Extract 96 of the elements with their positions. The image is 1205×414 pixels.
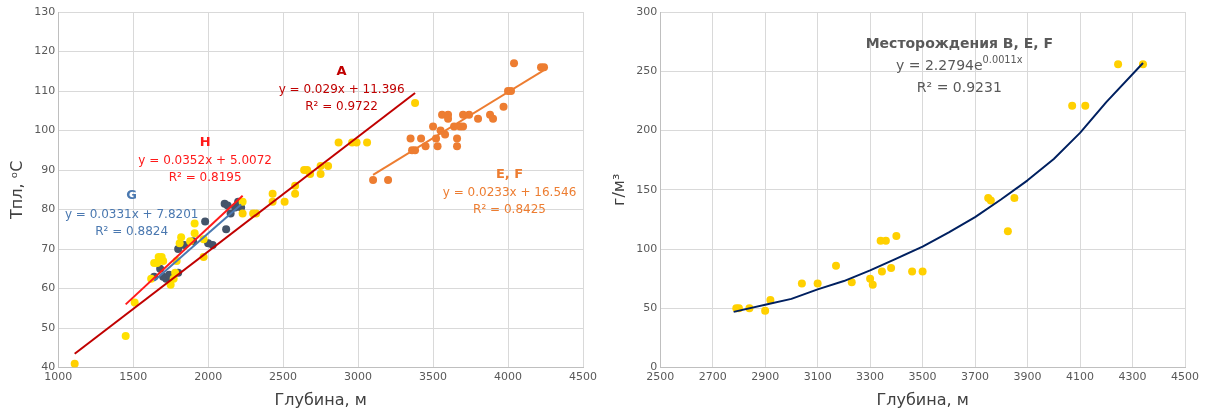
x-tick-label: 3700: [961, 370, 990, 384]
x-tick-label: 2500: [269, 370, 298, 384]
point: [499, 102, 508, 111]
y-tick-label: 90: [41, 162, 56, 176]
y-tick-label: 100: [636, 241, 658, 255]
point: [70, 359, 79, 368]
point: [190, 219, 199, 228]
point: [892, 232, 901, 241]
y-tick-label: 100: [34, 123, 56, 137]
x-tick-label: 2500: [646, 370, 675, 384]
point: [130, 298, 139, 307]
point: [868, 280, 877, 289]
annotation: y = 0.0233x + 16.546 R² = 0.8425: [442, 185, 577, 217]
point: [159, 256, 168, 265]
point: [797, 279, 806, 288]
x-tick-label: 4500: [1171, 370, 1199, 384]
point: [489, 114, 498, 123]
point: [316, 170, 325, 178]
y-axis-title: Тпл, ᵒС: [6, 160, 26, 221]
x-tick-label: 1000: [44, 370, 73, 384]
point: [222, 225, 231, 234]
y-tick-label: 70: [41, 241, 56, 255]
point: [324, 162, 333, 171]
x-tick-label: 2900: [751, 370, 780, 384]
point: [540, 63, 549, 72]
point: [280, 197, 289, 206]
point: [363, 138, 372, 147]
text: E, F: [495, 165, 524, 181]
y-tick-label: 60: [41, 281, 56, 295]
y-tick-label: 110: [34, 83, 56, 97]
text: Месторождения B, E, F: [865, 34, 1054, 51]
point: [384, 175, 393, 184]
point: [453, 142, 462, 151]
point: [1010, 194, 1019, 203]
point: [291, 189, 300, 198]
point: [417, 134, 426, 143]
point: [238, 209, 247, 218]
y-tick-label: 130: [34, 4, 56, 18]
point: [334, 138, 343, 147]
y-tick-label: 80: [41, 202, 56, 216]
point: [238, 197, 247, 206]
y-tick-label: 300: [636, 4, 658, 18]
point: [268, 189, 277, 198]
x-tick-label: 4100: [1066, 370, 1095, 384]
point: [761, 306, 770, 315]
point: [190, 229, 199, 238]
x-tick-label: 2700: [698, 370, 727, 384]
point: [411, 98, 420, 107]
y-tick-label: 200: [636, 123, 658, 137]
x-tick-label: 3900: [1013, 370, 1042, 384]
point: [121, 331, 130, 340]
point: [1114, 60, 1123, 69]
x-tick-label: 4300: [1118, 370, 1147, 384]
x-axis-title: Глубина, м: [876, 389, 969, 409]
text: G: [126, 187, 137, 203]
point: [832, 261, 841, 270]
point: [369, 175, 378, 184]
y-tick-label: 150: [636, 182, 658, 196]
point: [433, 142, 442, 151]
x-tick-label: 2000: [194, 370, 223, 384]
y-tick-label: 250: [636, 64, 658, 78]
point: [177, 233, 186, 242]
x-tick-label: 4500: [569, 370, 597, 384]
point: [453, 134, 462, 143]
point: [813, 279, 822, 288]
point: [474, 114, 483, 123]
annotation: R² = 0.9231: [916, 78, 1002, 95]
point: [847, 278, 856, 287]
point: [429, 122, 438, 131]
point: [510, 59, 519, 68]
annotation: y = 0.0352x + 5.0072 R² = 0.8195: [138, 153, 272, 185]
annotation: y = 0.029x + 11.396 R² = 0.9722: [278, 82, 405, 114]
point: [201, 217, 210, 226]
x-axis-title: Глубина, м: [274, 389, 367, 409]
point: [406, 134, 415, 143]
y-tick-label: 50: [41, 320, 56, 334]
x-tick-label: 3300: [856, 370, 885, 384]
x-tick-label: 3500: [419, 370, 448, 384]
point: [1081, 101, 1090, 110]
point: [877, 267, 886, 276]
point: [918, 267, 927, 276]
y-tick-label: 120: [34, 44, 56, 58]
y-axis-title: г/м³: [608, 173, 628, 206]
x-tick-label: 3000: [344, 370, 373, 384]
x-tick-label: 4000: [494, 370, 523, 384]
point: [908, 267, 917, 276]
x-tick-label: 3500: [908, 370, 937, 384]
annotation: y = 0.0331x + 7.8201 R² = 0.8824: [64, 206, 199, 238]
x-tick-label: 3100: [803, 370, 832, 384]
point: [887, 264, 896, 273]
y-tick-label: 50: [643, 301, 658, 315]
x-tick-label: 1500: [119, 370, 148, 384]
text: A: [336, 62, 347, 78]
point: [1003, 227, 1012, 236]
point: [1068, 101, 1077, 110]
text: H: [199, 133, 211, 149]
